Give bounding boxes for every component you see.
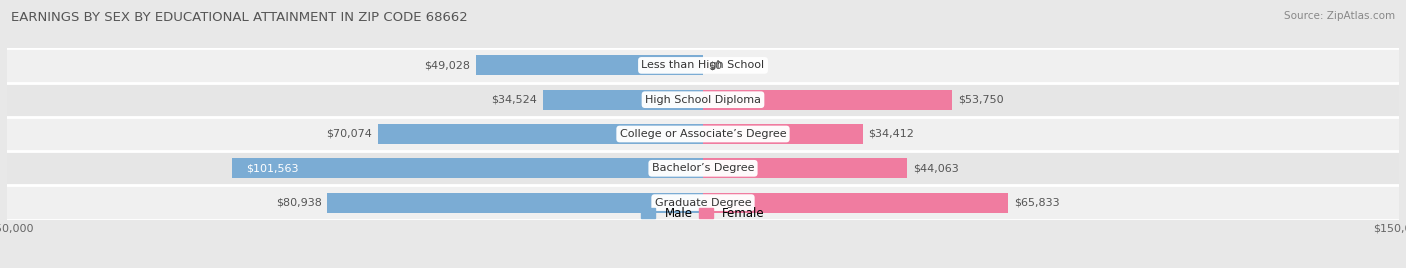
- Text: Graduate Degree: Graduate Degree: [655, 198, 751, 208]
- Bar: [703, 90, 952, 110]
- Bar: [703, 124, 863, 144]
- Text: $49,028: $49,028: [425, 60, 470, 70]
- Text: High School Diploma: High School Diploma: [645, 95, 761, 105]
- Text: EARNINGS BY SEX BY EDUCATIONAL ATTAINMENT IN ZIP CODE 68662: EARNINGS BY SEX BY EDUCATIONAL ATTAINMEN…: [11, 11, 468, 24]
- Text: $44,063: $44,063: [912, 163, 959, 173]
- Bar: [232, 158, 703, 178]
- Bar: [7, 48, 1399, 83]
- Text: Less than High School: Less than High School: [641, 60, 765, 70]
- Bar: [7, 117, 1399, 151]
- Legend: Male, Female: Male, Female: [638, 205, 768, 222]
- Text: $34,412: $34,412: [869, 129, 914, 139]
- Text: College or Associate’s Degree: College or Associate’s Degree: [620, 129, 786, 139]
- Bar: [7, 83, 1399, 117]
- Bar: [703, 158, 907, 178]
- Bar: [378, 124, 703, 144]
- Bar: [7, 151, 1399, 185]
- Text: Bachelor’s Degree: Bachelor’s Degree: [652, 163, 754, 173]
- Bar: [475, 55, 703, 75]
- Bar: [543, 90, 703, 110]
- Text: $53,750: $53,750: [957, 95, 1004, 105]
- Text: $80,938: $80,938: [276, 198, 322, 208]
- Text: $65,833: $65,833: [1014, 198, 1060, 208]
- Text: $34,524: $34,524: [491, 95, 537, 105]
- Text: $70,074: $70,074: [326, 129, 373, 139]
- Bar: [7, 185, 1399, 220]
- Text: $0: $0: [709, 60, 723, 70]
- Text: $101,563: $101,563: [246, 163, 298, 173]
- Text: Source: ZipAtlas.com: Source: ZipAtlas.com: [1284, 11, 1395, 21]
- Bar: [703, 193, 1008, 213]
- Bar: [328, 193, 703, 213]
